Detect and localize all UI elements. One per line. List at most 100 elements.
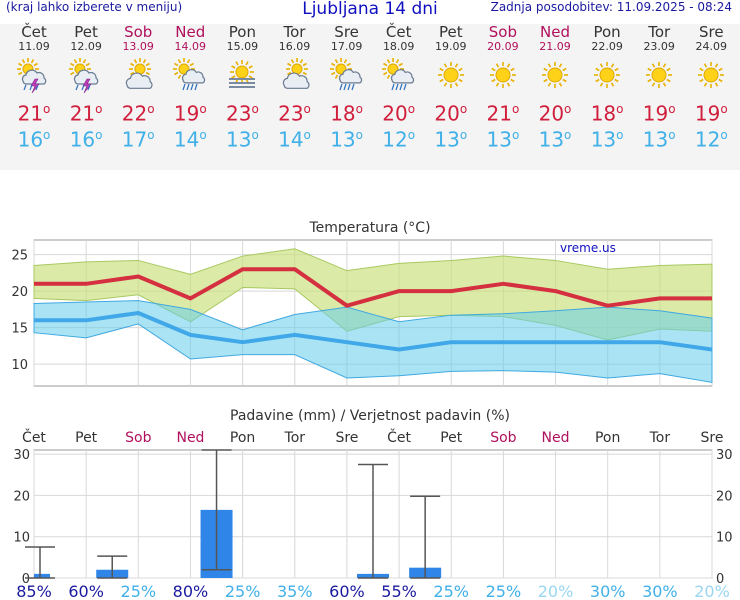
- day-label: Ned: [176, 430, 204, 446]
- day-label: Čet: [22, 428, 46, 446]
- min-temperature: 13o: [529, 123, 581, 152]
- max-temperature: 20o: [529, 97, 581, 126]
- forecast-day: Tor 16.09 23o 14o: [269, 24, 321, 152]
- precip-probability: 25%: [121, 582, 157, 600]
- degree-sign: o: [668, 128, 676, 142]
- y-tick-label: 10: [11, 358, 28, 373]
- day-label: Čet: [387, 428, 411, 446]
- degree-sign: o: [303, 128, 311, 142]
- y-tick-label: 15: [11, 322, 28, 337]
- precip-probability: 20%: [694, 582, 730, 600]
- y-tick-label-right: 0: [716, 572, 724, 587]
- min-temperature-value: 12: [382, 127, 408, 152]
- degree-sign: o: [407, 128, 416, 142]
- degree-sign: o: [355, 102, 363, 116]
- min-temperature: 14o: [269, 123, 321, 152]
- min-temperature: 13o: [321, 123, 373, 152]
- min-temperature-value: 13: [486, 127, 512, 152]
- max-temperature: 23o: [216, 97, 268, 126]
- day-name: Pet: [74, 23, 98, 41]
- thunderstorm-icon: [8, 57, 60, 97]
- min-temperature-value: 13: [330, 127, 356, 152]
- min-temperature-line: [34, 311, 713, 352]
- min-temperature-band: [33, 300, 713, 383]
- day-label: Tor: [284, 430, 306, 446]
- min-temperature-value: 16: [17, 127, 44, 152]
- degree-sign: o: [564, 128, 572, 142]
- degree-sign: o: [720, 102, 728, 116]
- y-tick-label-left: 10: [13, 531, 30, 546]
- precip-probability: 60%: [68, 582, 104, 600]
- precip-probability: 25%: [225, 582, 261, 600]
- degree-sign: o: [95, 102, 103, 116]
- max-temperature-value: 19: [642, 101, 669, 126]
- precip-chart-title: Padavine (mm) / Verjetnost padavin (%): [0, 408, 740, 424]
- degree-sign: o: [43, 128, 51, 142]
- forecast-day: Sre 17.09 18o 13o: [321, 24, 373, 152]
- degree-sign: o: [459, 128, 468, 142]
- precip-probability: 55%: [381, 582, 417, 600]
- min-temperature: 13o: [581, 123, 633, 152]
- min-temperature-value: 14: [278, 127, 304, 152]
- region-hint[interactable]: (kraj lahko izberete v meniju): [6, 0, 183, 14]
- forecast-day: Čet 11.09 21o 16o: [8, 24, 60, 152]
- day-label: Pet: [440, 430, 463, 446]
- temperature-chart: 10 15 20 25 vreme.us: [11, 239, 713, 387]
- degree-sign: o: [407, 102, 416, 116]
- min-temperature: 16o: [8, 123, 60, 152]
- degree-sign: o: [355, 128, 363, 142]
- degree-sign: o: [43, 102, 51, 116]
- min-temperature-value: 13: [642, 127, 669, 152]
- page-title: Ljubljana 14 dni: [302, 0, 438, 19]
- degree-sign: o: [511, 102, 520, 116]
- forecast-day: Pet 19.09 20o 13o: [425, 24, 477, 152]
- day-name: Tor: [648, 23, 671, 41]
- forecast-panel: [0, 24, 740, 170]
- y-tick-label-left: 0: [22, 572, 30, 587]
- forecast-day: Sre 24.09 19o 12o: [685, 24, 737, 152]
- min-temperature-value: 13: [590, 127, 617, 152]
- degree-sign: o: [564, 102, 572, 116]
- day-name: Sob: [124, 23, 153, 41]
- forecast-day: Čet 18.09 20o 12o: [373, 24, 425, 152]
- last-updated: Zadnja posodobitev: 11.09.2025 - 08:24: [490, 0, 732, 14]
- forecast-day: Pon 15.09 23o 13o: [216, 24, 268, 152]
- degree-sign: o: [251, 128, 259, 142]
- max-temperature: 19o: [633, 97, 685, 126]
- precip-probability: 25%: [433, 582, 469, 600]
- min-temperature-value: 16: [69, 127, 96, 152]
- forecast-day: Ned 14.09 19o 14o: [164, 23, 216, 152]
- max-temperature-value: 20: [538, 101, 565, 126]
- precip-title: Padavine (mm) / Verjetnost padavin (%): [230, 408, 510, 424]
- sun-icon: [685, 57, 737, 97]
- day-date: 18.09: [382, 40, 415, 53]
- y-tick-label: 20: [11, 285, 28, 300]
- day-date: 15.09: [226, 40, 259, 53]
- sun-fog-icon: [216, 57, 268, 97]
- degree-sign: o: [668, 102, 676, 116]
- day-label: Sob: [490, 430, 516, 446]
- degree-sign: o: [147, 128, 155, 142]
- forecast-day: Pon 22.09 18o 13o: [581, 24, 633, 152]
- sun-icon: [477, 57, 529, 97]
- sun-rain-icon: [164, 57, 216, 97]
- precip-probability: 30%: [590, 582, 626, 600]
- degree-sign: o: [720, 128, 728, 142]
- sun-icon: [425, 57, 477, 97]
- min-temperature: 13o: [216, 123, 268, 152]
- max-temperature-value: 20: [382, 101, 408, 126]
- min-temperature-value: 13: [434, 127, 460, 152]
- y-tick-label-right: 20: [716, 489, 733, 504]
- day-name: Ned: [175, 23, 206, 41]
- day-name: Sob: [488, 23, 517, 41]
- y-tick-label-right: 30: [716, 448, 733, 463]
- max-temperature: 21o: [477, 97, 529, 126]
- thunderstorm-icon: [60, 57, 112, 97]
- day-label: Pet: [75, 430, 98, 446]
- min-temperature-value: 13: [225, 127, 252, 152]
- min-temperature-value: 17: [121, 127, 148, 152]
- max-temperature: 22o: [112, 97, 164, 126]
- max-temperature-value: 21: [17, 101, 44, 126]
- precip-probability: 25%: [486, 582, 522, 600]
- max-temperature-value: 19: [173, 101, 200, 126]
